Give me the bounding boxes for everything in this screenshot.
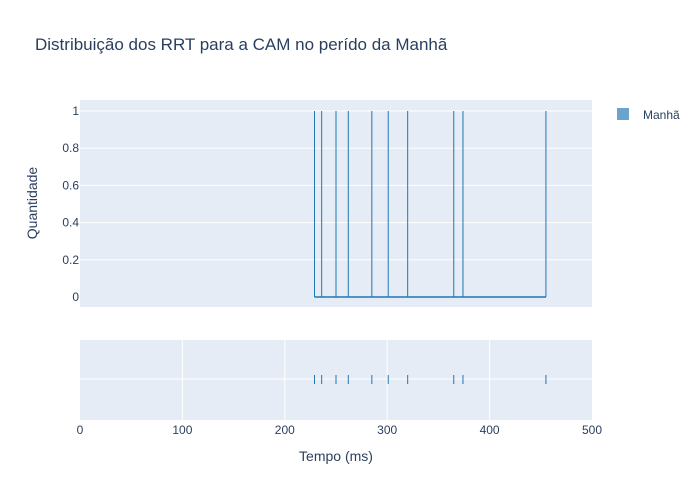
- x-tick-label: 100: [172, 423, 192, 437]
- y-tick-label: 1: [72, 104, 79, 118]
- x-axis-title: Tempo (ms): [299, 448, 373, 464]
- chart-title: Distribuição dos RRT para a CAM no períd…: [35, 35, 448, 54]
- legend[interactable]: Manhã: [617, 108, 680, 122]
- histogram-bars: [313, 111, 547, 298]
- y-axis-title: Quantidade: [24, 167, 40, 240]
- y-tick-label: 0.4: [62, 216, 79, 230]
- y-tick-labels: 0 0.2 0.4 0.6 0.8 1: [62, 104, 79, 304]
- x-tick-label: 500: [582, 423, 602, 437]
- y-tick-label: 0.2: [62, 253, 79, 267]
- x-tick-label: 200: [275, 423, 295, 437]
- x-tick-labels: 0 100 200 300 400 500: [77, 423, 603, 437]
- x-tick-label: 300: [377, 423, 397, 437]
- rug-marks: [313, 375, 547, 384]
- y-tick-label: 0: [72, 290, 79, 304]
- x-tick-label: 400: [480, 423, 500, 437]
- legend-swatch: [617, 108, 629, 120]
- legend-label: Manhã: [643, 108, 680, 122]
- x-tick-label: 0: [77, 423, 84, 437]
- y-tick-label: 0.6: [62, 178, 79, 192]
- y-tick-label: 0.8: [62, 141, 79, 155]
